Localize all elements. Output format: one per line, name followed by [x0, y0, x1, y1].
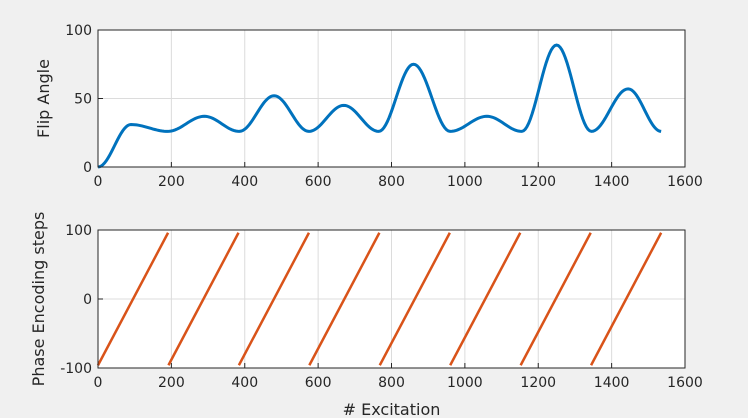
phase-encoding-ramp — [378, 232, 451, 366]
axes-2: 0 200 400 600 800 1000 1200 1400 1600-1000100Pha… — [29, 212, 703, 418]
x-tick-label: 1200 — [520, 375, 556, 391]
x-tick-label: 1400 — [594, 375, 630, 391]
axes-box — [97, 229, 686, 369]
x-tick-label: 1000 — [447, 375, 483, 391]
phase-encoding-ramp — [167, 232, 240, 366]
y-tick-label: 100 — [65, 223, 92, 239]
y-axis-label: Flip Angle — [34, 59, 53, 138]
x-tick-label: 400 — [231, 174, 258, 190]
phase-encoding-ramp — [449, 232, 522, 366]
y-tick-label: 50 — [74, 92, 92, 108]
y-tick-label: -100 — [60, 361, 92, 377]
axes-1: 0 200 400 600 800 1000 1200 1400 1600 0 50 100 Flip … — [34, 23, 703, 190]
y-axis-label: Phase Encoding steps — [29, 212, 48, 387]
phase-encoding-ramp — [308, 232, 381, 366]
flip-angle-line — [97, 43, 662, 169]
x-tick-label: 200 — [158, 174, 185, 190]
x-tick-label: 800 — [378, 174, 405, 190]
x-tick-label: 400 — [231, 375, 258, 391]
x-tick-label: 1000 — [447, 174, 483, 190]
y-tick-label: 0 — [83, 160, 92, 176]
axes-box — [97, 29, 686, 168]
y-tick-label: 100 — [65, 23, 92, 39]
x-tick-label: 600 — [305, 174, 332, 190]
x-tick-label: 0 — [94, 174, 103, 190]
phase-encoding-ramp — [519, 232, 592, 366]
x-tick-label: 600 — [305, 375, 332, 391]
x-tick-label: 800 — [378, 375, 405, 391]
x-tick-label: 1600 — [667, 375, 703, 391]
x-tick-label: 1200 — [520, 174, 556, 190]
x-tick-label: 1400 — [594, 174, 630, 190]
phase-encoding-ramp — [589, 232, 663, 366]
x-tick-label: 1600 — [667, 174, 703, 190]
x-tick-label: 0 — [94, 375, 103, 391]
y-tick-label: 0 — [83, 292, 92, 308]
x-axis-label: # Excitation — [343, 400, 441, 418]
x-tick-label: 200 — [158, 375, 185, 391]
phase-encoding-ramp — [96, 232, 170, 366]
phase-encoding-ramp — [237, 232, 311, 366]
